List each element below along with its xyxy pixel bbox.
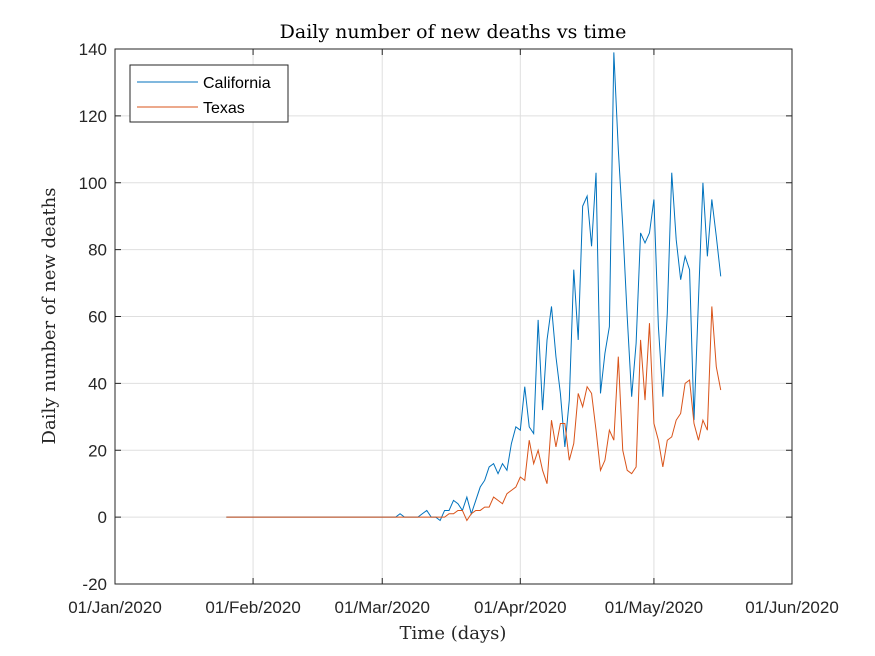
x-axis-label: Time (days) xyxy=(400,623,507,644)
x-tick-label: 01/Mar/2020 xyxy=(335,598,430,617)
chart-title: Daily number of new deaths vs time xyxy=(280,21,627,43)
legend-label-texas: Texas xyxy=(203,100,245,117)
axis-ticks: 01/Jan/2020 01/Feb/2020 01/Mar/2020 01/Apr/… xyxy=(68,40,839,617)
x-tick-label: 01/May/2020 xyxy=(605,598,703,617)
y-tick-label: 0 xyxy=(98,508,107,527)
data-series xyxy=(226,52,722,522)
y-axis-label: Daily number of new deaths xyxy=(39,188,60,445)
y-tick-label: 40 xyxy=(88,374,107,393)
x-tick-label: 01/Jan/2020 xyxy=(68,598,162,617)
series-line-california xyxy=(226,52,722,522)
y-tick-label: -20 xyxy=(82,575,107,594)
y-tick-label: 140 xyxy=(79,40,107,59)
series-line-texas xyxy=(226,306,722,522)
legend-label-california: California xyxy=(203,75,271,92)
x-tick-label: 01/Apr/2020 xyxy=(474,598,567,617)
y-tick-label: 120 xyxy=(79,107,107,126)
legend: California Texas xyxy=(129,64,289,123)
x-tick-label: 01/Feb/2020 xyxy=(205,598,300,617)
y-tick-label: 80 xyxy=(88,241,107,260)
y-tick-label: 60 xyxy=(88,308,107,327)
y-tick-label: 20 xyxy=(88,441,107,460)
legend-box xyxy=(129,64,289,123)
x-tick-label: 01/Jun/2020 xyxy=(745,598,839,617)
y-tick-label: 100 xyxy=(79,174,107,193)
